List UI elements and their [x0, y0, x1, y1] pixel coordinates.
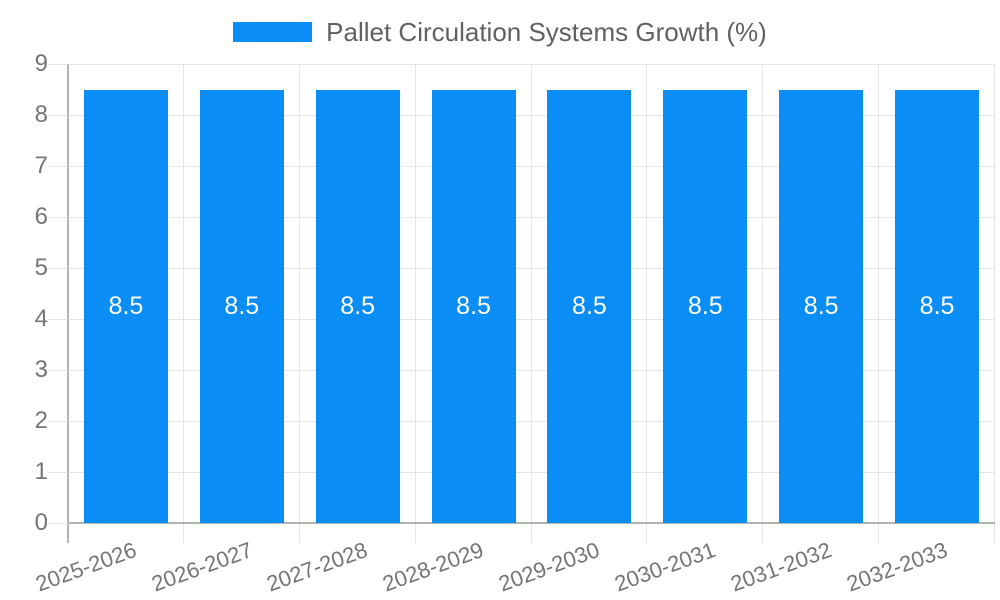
y-tick-mark	[48, 472, 68, 473]
bar: 8.5	[547, 89, 632, 523]
y-tick-mark	[48, 64, 68, 65]
x-tick-label: 2029-2030	[495, 537, 603, 597]
y-tick-label: 7	[34, 152, 48, 179]
y-tick-label: 1	[34, 458, 48, 485]
h-gridline	[68, 217, 995, 218]
x-axis-line	[68, 522, 995, 524]
bar: 8.5	[199, 89, 284, 523]
bar: 8.5	[895, 89, 980, 523]
v-gridline	[762, 64, 764, 543]
h-gridline	[68, 166, 995, 167]
bar-value-label: 8.5	[572, 291, 607, 320]
h-gridline	[68, 370, 995, 371]
x-tick-label: 2026-2027	[147, 537, 256, 597]
v-gridline	[298, 64, 300, 543]
x-tick-label: 2031-2032	[727, 537, 835, 597]
bar-value-label: 8.5	[803, 291, 839, 320]
bar: 8.5	[779, 89, 864, 523]
h-gridline	[68, 64, 995, 65]
x-tick-label: 2028-2029	[379, 537, 488, 597]
y-axis-line	[67, 64, 69, 543]
bar: 8.5	[663, 89, 748, 523]
bar: 8.5	[315, 89, 400, 523]
x-tick-label: 2027-2028	[263, 537, 372, 597]
bar-value-label: 8.5	[224, 291, 260, 320]
y-tick-mark	[48, 523, 68, 524]
bar-value-label: 8.5	[456, 291, 491, 320]
bar-value-label: 8.5	[108, 291, 144, 320]
y-tick-mark	[48, 217, 68, 218]
v-gridline	[414, 64, 416, 543]
y-tick-label: 2	[34, 407, 48, 434]
v-gridline	[182, 64, 184, 543]
v-gridline	[646, 64, 648, 543]
legend-swatch-icon	[233, 22, 313, 42]
y-tick-label: 8	[34, 101, 48, 128]
y-tick-label: 9	[34, 50, 48, 77]
y-tick-mark	[48, 115, 68, 116]
y-tick-mark	[48, 421, 68, 422]
y-tick-label: 6	[34, 203, 48, 230]
y-tick-mark	[48, 370, 68, 371]
bar-value-label: 8.5	[687, 291, 723, 320]
y-tick-label: 4	[34, 305, 48, 332]
y-tick-label: 5	[34, 254, 48, 281]
y-tick-mark	[48, 268, 68, 269]
x-tick-label: 2030-2031	[611, 537, 719, 597]
y-tick-mark	[48, 166, 68, 167]
x-tick-label: 2025-2026	[32, 537, 140, 597]
v-gridline	[878, 64, 880, 543]
h-gridline	[68, 268, 995, 269]
y-tick-label: 3	[34, 356, 48, 383]
y-tick-mark	[48, 319, 68, 320]
bar: 8.5	[431, 89, 516, 523]
h-gridline	[68, 421, 995, 422]
plot-area: 8.5 8.5 8.5 8.5 8.5 8.5 8.5 8.5	[67, 64, 995, 543]
bar-value-label: 8.5	[340, 291, 376, 320]
v-gridline	[994, 64, 995, 543]
legend: Pallet Circulation Systems Growth (%)	[0, 14, 1000, 50]
bar-value-label: 8.5	[919, 291, 955, 320]
h-gridline	[68, 472, 995, 473]
y-tick-label: 0	[34, 509, 48, 536]
v-gridline	[530, 64, 532, 543]
bar: 8.5	[83, 89, 168, 523]
legend-label: Pallet Circulation Systems Growth (%)	[326, 16, 767, 47]
x-tick-label: 2032-2033	[843, 537, 951, 597]
h-gridline	[68, 115, 995, 116]
h-gridline	[68, 319, 995, 320]
